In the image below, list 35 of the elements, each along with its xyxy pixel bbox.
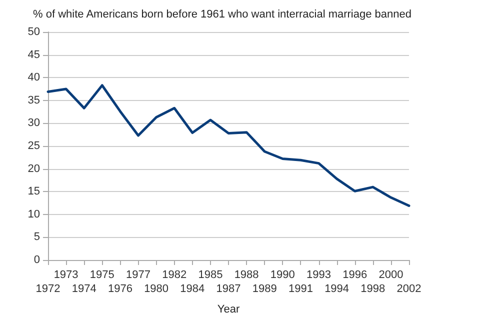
x-tick-label: 2002 [396, 283, 422, 295]
x-tick-label: 1973 [54, 269, 78, 281]
x-tick-label: 1988 [234, 269, 259, 281]
y-tick-label: 20 [28, 162, 40, 175]
x-tick-label: 1993 [306, 269, 331, 281]
y-tick-label: 35 [28, 94, 40, 106]
x-tick-label: 1998 [360, 283, 386, 295]
x-tick-label: 1972 [36, 283, 60, 295]
x-tick-label: 1982 [162, 269, 187, 281]
x-tick-label: 1987 [216, 283, 241, 295]
x-tick-label: 1977 [126, 269, 150, 281]
y-tick-label: 30 [28, 117, 40, 130]
x-tick-label: 1990 [270, 269, 295, 281]
x-axis-title: Year [217, 304, 240, 316]
x-tick-label: 1991 [288, 283, 313, 295]
x-tick-label: 1994 [324, 283, 350, 295]
y-tick-label: 15 [28, 186, 40, 198]
y-tick-label: 0 [34, 254, 40, 266]
x-tick-label: 1974 [72, 283, 96, 295]
y-tick-label: 40 [28, 72, 40, 84]
x-tick-label: 1985 [198, 269, 223, 281]
x-tick-label: 1984 [180, 283, 205, 295]
y-tick-label: 45 [28, 48, 40, 61]
y-tick-label: 25 [28, 140, 40, 152]
chart-title: % of white Americans born before 1961 who want interracial marriage banned [33, 8, 412, 20]
x-tick-label: 1980 [144, 283, 169, 295]
x-tick-label: 1996 [342, 269, 368, 281]
y-tick-label: 10 [28, 208, 40, 220]
y-tick-label: 5 [34, 231, 40, 244]
x-tick-label: 1975 [90, 269, 114, 281]
x-tick-label: 1976 [108, 283, 132, 295]
line-series [46, 84, 410, 207]
x-tick-label: 1989 [252, 283, 277, 295]
y-tick-label: 50 [28, 26, 40, 38]
x-tick-label: 2000 [378, 269, 404, 281]
